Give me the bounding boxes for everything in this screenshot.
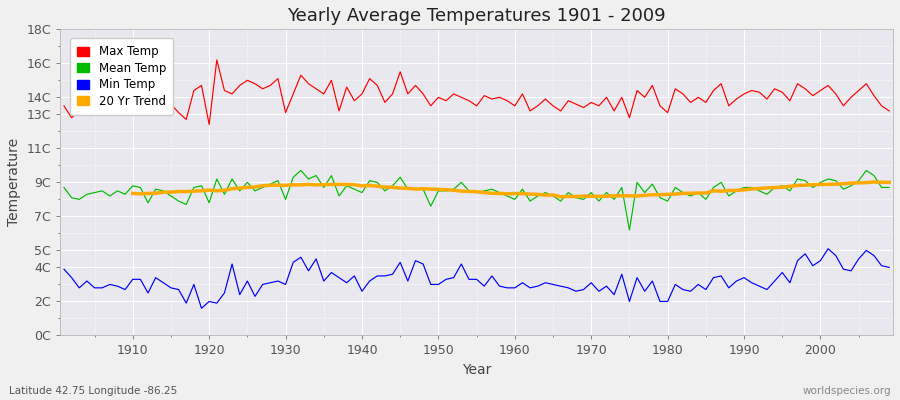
Legend: Max Temp, Mean Temp, Min Temp, 20 Yr Trend: Max Temp, Mean Temp, Min Temp, 20 Yr Tre… — [70, 38, 173, 115]
Title: Yearly Average Temperatures 1901 - 2009: Yearly Average Temperatures 1901 - 2009 — [287, 7, 666, 25]
Text: Latitude 42.75 Longitude -86.25: Latitude 42.75 Longitude -86.25 — [9, 386, 177, 396]
Y-axis label: Temperature: Temperature — [7, 138, 21, 226]
X-axis label: Year: Year — [462, 363, 491, 377]
Text: worldspecies.org: worldspecies.org — [803, 386, 891, 396]
